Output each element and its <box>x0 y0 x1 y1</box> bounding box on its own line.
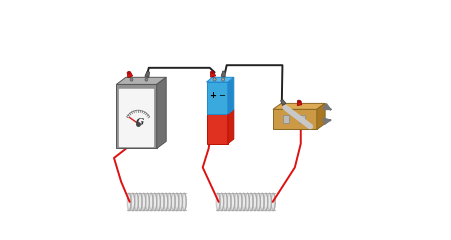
Polygon shape <box>297 100 302 106</box>
Ellipse shape <box>142 193 146 210</box>
Ellipse shape <box>131 193 135 210</box>
Polygon shape <box>145 71 149 77</box>
Ellipse shape <box>153 193 157 210</box>
Ellipse shape <box>179 193 183 210</box>
Ellipse shape <box>156 207 161 212</box>
Ellipse shape <box>175 193 179 210</box>
Polygon shape <box>317 103 325 130</box>
Ellipse shape <box>149 193 153 210</box>
Ellipse shape <box>242 193 246 210</box>
Ellipse shape <box>171 207 175 212</box>
Ellipse shape <box>238 207 242 212</box>
Ellipse shape <box>242 207 246 212</box>
Ellipse shape <box>231 193 235 210</box>
Bar <box>116 84 156 149</box>
FancyBboxPatch shape <box>119 88 155 148</box>
Ellipse shape <box>249 207 253 212</box>
Ellipse shape <box>164 193 168 210</box>
Polygon shape <box>156 77 166 149</box>
Polygon shape <box>127 71 133 78</box>
Bar <box>207 114 228 144</box>
Ellipse shape <box>220 207 224 212</box>
Ellipse shape <box>216 207 220 212</box>
Ellipse shape <box>238 193 242 210</box>
Ellipse shape <box>149 207 153 212</box>
Ellipse shape <box>220 193 224 210</box>
Ellipse shape <box>224 193 227 210</box>
Ellipse shape <box>160 193 164 210</box>
Ellipse shape <box>272 207 275 212</box>
Ellipse shape <box>135 207 138 212</box>
Ellipse shape <box>260 207 264 212</box>
Circle shape <box>130 78 133 81</box>
Polygon shape <box>207 77 234 82</box>
Ellipse shape <box>179 207 183 212</box>
Polygon shape <box>228 77 234 114</box>
Ellipse shape <box>168 207 171 212</box>
Ellipse shape <box>153 207 156 212</box>
Ellipse shape <box>272 193 275 210</box>
Ellipse shape <box>264 193 268 210</box>
Ellipse shape <box>216 193 220 210</box>
Ellipse shape <box>227 193 231 210</box>
Ellipse shape <box>257 193 261 210</box>
Polygon shape <box>210 71 216 77</box>
Polygon shape <box>281 100 286 105</box>
Polygon shape <box>273 103 325 109</box>
Ellipse shape <box>264 207 268 212</box>
Text: G: G <box>136 118 144 127</box>
Ellipse shape <box>268 207 272 212</box>
Ellipse shape <box>183 207 186 212</box>
Ellipse shape <box>267 193 272 210</box>
Ellipse shape <box>224 207 227 212</box>
Ellipse shape <box>138 207 142 212</box>
Polygon shape <box>116 77 166 84</box>
Ellipse shape <box>164 207 168 212</box>
Ellipse shape <box>131 207 135 212</box>
Ellipse shape <box>171 193 175 210</box>
Polygon shape <box>228 109 234 144</box>
Bar <box>283 115 289 123</box>
Bar <box>299 115 305 123</box>
Text: −: − <box>218 91 226 100</box>
Ellipse shape <box>134 193 138 210</box>
Ellipse shape <box>231 207 235 212</box>
Ellipse shape <box>127 193 131 210</box>
Ellipse shape <box>260 193 264 210</box>
Ellipse shape <box>246 193 249 210</box>
Ellipse shape <box>175 207 179 212</box>
Ellipse shape <box>156 193 161 210</box>
Ellipse shape <box>235 193 239 210</box>
Text: +: + <box>209 91 216 100</box>
Ellipse shape <box>168 193 171 210</box>
Ellipse shape <box>227 207 231 212</box>
Ellipse shape <box>253 207 257 212</box>
Ellipse shape <box>161 207 164 212</box>
Ellipse shape <box>182 193 186 210</box>
Ellipse shape <box>257 207 260 212</box>
Ellipse shape <box>146 207 149 212</box>
Bar <box>207 82 228 114</box>
Circle shape <box>145 78 148 81</box>
Circle shape <box>221 78 225 81</box>
Ellipse shape <box>235 207 238 212</box>
Ellipse shape <box>138 193 142 210</box>
Circle shape <box>213 78 216 81</box>
Bar <box>273 109 317 130</box>
Ellipse shape <box>249 193 253 210</box>
Ellipse shape <box>246 207 249 212</box>
Ellipse shape <box>146 193 149 210</box>
Ellipse shape <box>253 193 257 210</box>
Polygon shape <box>221 71 226 77</box>
Ellipse shape <box>127 207 131 212</box>
Ellipse shape <box>142 207 146 212</box>
